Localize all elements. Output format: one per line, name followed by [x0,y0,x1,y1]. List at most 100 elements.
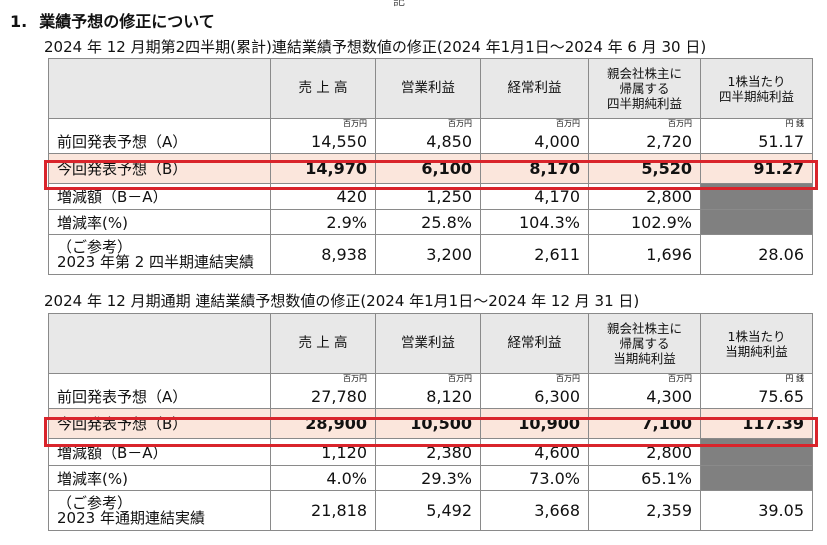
column-header: 営業利益 [375,58,481,119]
table-header-row: 売 上 高営業利益 経常利益 親会社株主に 帰属する 四半期純利益 1株当たり 四半期… [48,58,813,119]
section-heading: 1. 業績予想の修正について [10,8,215,32]
column-header: 経常利益 [480,58,589,119]
empty-gray-cell [700,438,813,466]
value-cell: 4,000 [480,129,589,154]
section-number: 1. [10,12,28,31]
row-label: 前回発表予想（A） [48,384,271,409]
value-cell: 28.06 [700,234,813,275]
unit-label: 円 銭 [700,118,813,130]
table-row: 増減率(%) 2.9% 25.8% 104.3% 102.9% [48,209,813,235]
value-cell: 7,100 [588,408,701,439]
table-row: 増減額（B－A） 1,120 2,380 4,600 2,800 [48,438,813,466]
column-header: 親会社株主に 帰属する 四半期純利益 [588,58,701,119]
row-label: 前回発表予想（A） [48,129,271,154]
header-corner-cell [48,313,271,374]
table-row: （ご参考） 2023 年第 2 四半期連結実績 8,938 3,200 2,611 1,… [48,234,813,275]
column-header: 営業利益 [375,313,481,374]
value-cell: 39.05 [700,490,813,531]
unit-label: 百万円 [588,118,701,130]
unit-label: 百万円 [375,118,481,130]
row-label: （ご参考） 2023 年第 2 四半期連結実績 [48,234,271,275]
unit-label: 百万円 [480,373,589,385]
row-label: （ご参考） 2023 年通期連結実績 [48,490,271,531]
value-cell: 2,800 [588,183,701,210]
column-header: 親会社株主に 帰属する 当期純利益 [588,313,701,374]
value-cell: 8,120 [375,384,481,409]
value-cell: 10,500 [375,408,481,439]
value-cell: 29.3% [375,465,481,491]
empty-gray-cell [700,183,813,210]
column-header: 売 上 高 [270,58,376,119]
section-title: 業績予想の修正について [39,12,215,31]
row-label: 増減率(%) [48,209,271,235]
value-cell: 8,938 [270,234,376,275]
value-cell: 4,850 [375,129,481,154]
value-cell: 73.0% [480,465,589,491]
unit-blank-cell [48,118,271,130]
value-cell: 2,800 [588,438,701,466]
header-corner-cell [48,58,271,119]
value-cell: 1,250 [375,183,481,210]
table-row: 前回発表予想（A） 14,550 4,850 4,000 2,720 51.17 [48,129,813,154]
value-cell: 3,200 [375,234,481,275]
value-cell: 1,120 [270,438,376,466]
value-cell: 65.1% [588,465,701,491]
value-cell: 4.0% [270,465,376,491]
value-cell: 8,170 [480,153,589,184]
table-row: 前回発表予想（A） 27,780 8,120 6,300 4,300 75.65 [48,384,813,409]
unit-blank-cell [48,373,271,385]
value-cell: 420 [270,183,376,210]
table1-q2-forecast: 売 上 高営業利益 経常利益 親会社株主に 帰属する 四半期純利益 1株当たり 四半期… [48,58,813,275]
value-cell: 2.9% [270,209,376,235]
table-row: （ご参考） 2023 年通期連結実績 21,818 5,492 3,668 2,359 3… [48,490,813,531]
value-cell: 104.3% [480,209,589,235]
value-cell: 14,550 [270,129,376,154]
unit-row: 百万円 百万円 百万円 百万円円 銭 [48,373,813,385]
value-cell: 2,720 [588,129,701,154]
value-cell: 25.8% [375,209,481,235]
unit-label: 百万円 [588,373,701,385]
row-label: 増減率(%) [48,465,271,491]
value-cell: 2,359 [588,490,701,531]
value-cell: 4,600 [480,438,589,466]
value-cell: 1,696 [588,234,701,275]
table1-subtitle: 2024 年 12 月期第2四半期(累計)連結業績予想数値の修正(2024 年1… [44,38,707,56]
empty-gray-cell [700,209,813,235]
value-cell: 2,380 [375,438,481,466]
table2-subtitle: 2024 年 12 月期通期 連結業績予想数値の修正(2024 年1月1日～20… [44,292,640,310]
unit-label: 百万円 [480,118,589,130]
value-cell: 4,170 [480,183,589,210]
table-header-row: 売 上 高営業利益 経常利益 親会社株主に 帰属する 当期純利益 1株当たり 当期純利… [48,313,813,374]
value-cell: 117.39 [700,408,813,439]
value-cell: 51.17 [700,129,813,154]
column-header: 1株当たり 四半期純利益 [700,58,813,119]
value-cell: 2,611 [480,234,589,275]
value-cell: 5,520 [588,153,701,184]
value-cell: 102.9% [588,209,701,235]
value-cell: 6,100 [375,153,481,184]
row-label: 増減額（B－A） [48,438,271,466]
column-header: 1株当たり 当期純利益 [700,313,813,374]
column-header: 売 上 高 [270,313,376,374]
value-cell: 6,300 [480,384,589,409]
value-cell: 28,900 [270,408,376,439]
value-cell: 3,668 [480,490,589,531]
current-forecast-row: 今回発表予想（B） 28,900 10,500 10,900 7,100 117.39 [48,408,813,439]
unit-row: 百万円 百万円 百万円 百万円円 銭 [48,118,813,130]
unit-label: 百万円 [375,373,481,385]
column-header: 経常利益 [480,313,589,374]
unit-label: 百万円 [270,118,376,130]
unit-label: 円 銭 [700,373,813,385]
empty-gray-cell [700,465,813,491]
value-cell: 91.27 [700,153,813,184]
top-mark: 記 [393,0,406,8]
value-cell: 27,780 [270,384,376,409]
row-label: 今回発表予想（B） [48,408,271,439]
value-cell: 5,492 [375,490,481,531]
value-cell: 4,300 [588,384,701,409]
value-cell: 21,818 [270,490,376,531]
table-row: 増減率(%) 4.0% 29.3% 73.0% 65.1% [48,465,813,491]
value-cell: 14,970 [270,153,376,184]
row-label: 増減額（B－A） [48,183,271,210]
row-label: 今回発表予想（B） [48,153,271,184]
